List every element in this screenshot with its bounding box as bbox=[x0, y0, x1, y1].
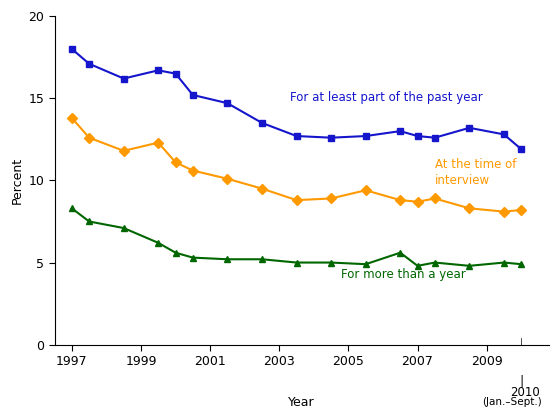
Text: (Jan.–Sept.): (Jan.–Sept.) bbox=[482, 397, 542, 407]
Text: For at least part of the past year: For at least part of the past year bbox=[290, 91, 482, 104]
Text: |: | bbox=[519, 374, 524, 387]
Y-axis label: Percent: Percent bbox=[11, 157, 24, 204]
X-axis label: Year: Year bbox=[288, 396, 315, 409]
Text: For more than a year: For more than a year bbox=[342, 268, 466, 281]
Text: 2010: 2010 bbox=[510, 386, 540, 399]
Text: At the time of
interview: At the time of interview bbox=[435, 158, 516, 187]
